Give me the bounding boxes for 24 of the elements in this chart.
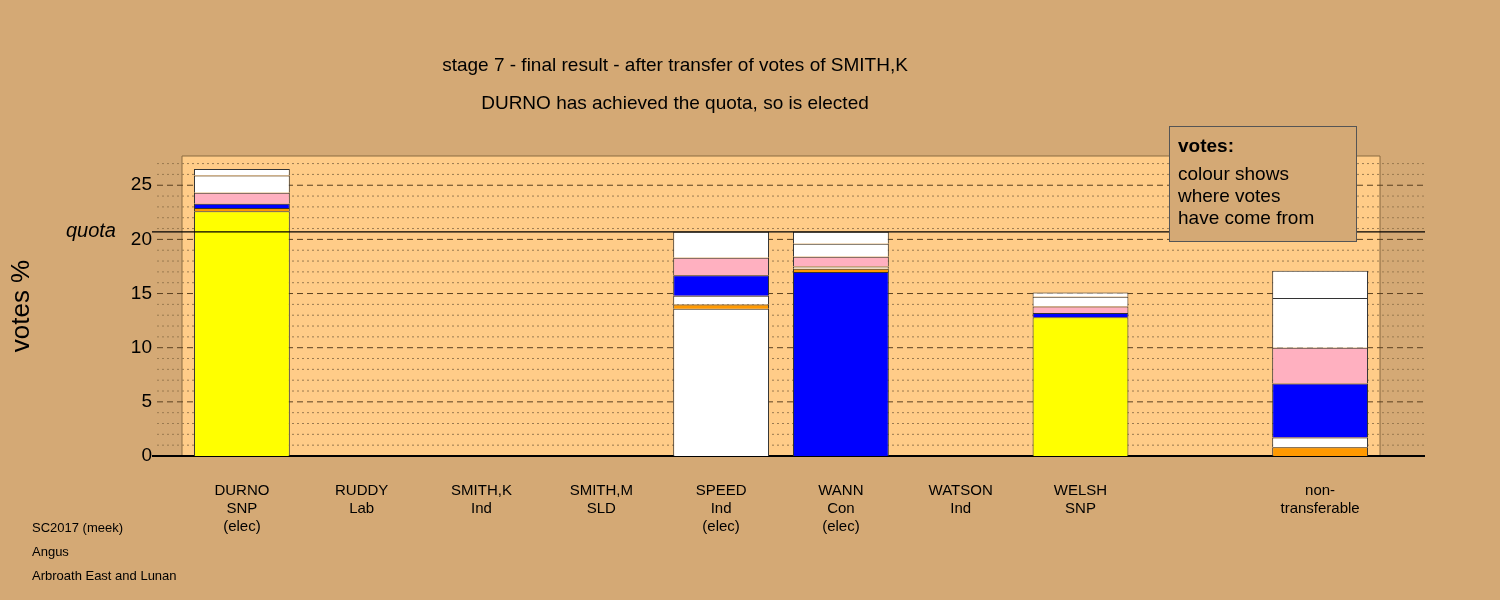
text: SC2017 (meek) (32, 519, 125, 537)
chart-subtitle: DURNO has achieved the quota, so is elected (480, 92, 870, 114)
annotation: colour shows where votes have come from (1178, 163, 1316, 229)
text: Arbroath East and Lunan (32, 567, 177, 585)
x-tick-label: RUDDY Lab (335, 481, 389, 517)
annotation: votes: (1178, 135, 1235, 157)
x-tick-label: SMITH,M SLD (569, 481, 633, 517)
y-tick-label: 5 (141, 390, 152, 412)
x-tick-label: WELSH SNP (1053, 481, 1108, 517)
x-tick-label: SMITH,K Ind (451, 481, 512, 517)
y-tick-label: 15 (130, 281, 152, 303)
y-tick-label: 25 (130, 173, 152, 195)
y-axis-title: votes % (4, 259, 35, 353)
x-tick-label: WANN Con (elec) (818, 481, 864, 535)
y-tick-label: 10 (130, 335, 152, 357)
x-tick-label: non- transferable (1280, 481, 1360, 517)
x-tick-label: SPEED Ind (elec) (695, 481, 747, 535)
x-tick-label: DURNO SNP (elec) (214, 481, 270, 535)
text: Angus (32, 543, 70, 561)
ref-line-label: quota (65, 219, 116, 242)
x-tick-label: WATSON Ind (928, 481, 993, 517)
y-tick-label: 0 (141, 444, 152, 466)
y-tick-label: 20 (130, 227, 152, 249)
chart-title: stage 7 - final result - after transfer of votes of SMITH,K (441, 54, 909, 76)
